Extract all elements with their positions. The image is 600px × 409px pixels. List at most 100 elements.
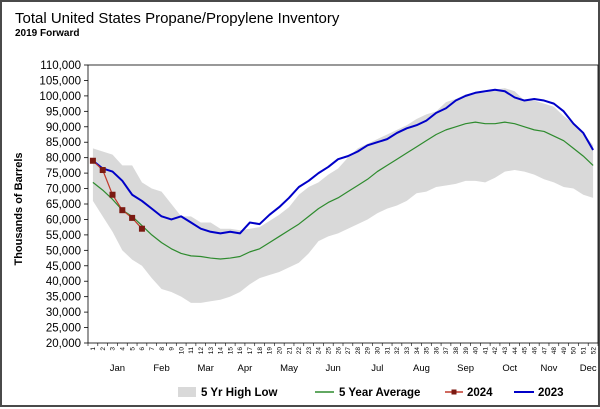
x-tick-label: 52 — [590, 347, 597, 355]
series-2024-point — [89, 157, 96, 164]
legend-label-2024: 2024 — [467, 387, 493, 399]
series-2024-point — [109, 191, 116, 198]
month-label: Dec — [580, 363, 597, 374]
y-tick-label: 55,000 — [46, 230, 81, 242]
y-tick-label: 45,000 — [46, 261, 81, 273]
x-tick-label: 16 — [237, 347, 244, 355]
x-tick-label: 33 — [404, 347, 411, 355]
y-tick-label: 20,000 — [46, 338, 81, 350]
x-tick-label: 28 — [355, 347, 362, 355]
month-label: Jun — [326, 363, 341, 374]
x-tick-label: 32 — [394, 347, 401, 355]
x-tick-label: 21 — [286, 347, 293, 355]
legend-label-avg: 5 Year Average — [339, 387, 420, 399]
x-tick-label: 15 — [227, 347, 234, 355]
x-tick-label: 43 — [502, 347, 509, 355]
x-tick-label: 44 — [512, 347, 519, 355]
x-tick-label: 35 — [424, 347, 431, 355]
x-tick-label: 2 — [100, 347, 107, 351]
month-label: Jan — [110, 363, 125, 374]
y-tick-label: 90,000 — [46, 122, 81, 134]
x-tick-label: 14 — [218, 347, 225, 355]
y-tick-label: 85,000 — [46, 137, 81, 149]
chart-title: Total United States Propane/Propylene In… — [15, 10, 340, 27]
month-label: Aug — [413, 363, 430, 374]
x-tick-label: 1 — [90, 347, 97, 351]
x-tick-label: 48 — [551, 347, 558, 355]
x-tick-label: 5 — [129, 347, 136, 351]
x-tick-label: 22 — [296, 347, 303, 355]
x-tick-label: 36 — [433, 347, 440, 355]
legend-swatch-band — [178, 387, 196, 397]
month-label: Apr — [238, 363, 253, 374]
x-tick-label: 45 — [522, 347, 529, 355]
x-tick-label: 39 — [463, 347, 470, 355]
x-tick-label: 4 — [120, 347, 127, 351]
y-tick-label: 105,000 — [39, 75, 81, 87]
y-tick-label: 50,000 — [46, 245, 81, 257]
y-tick-label: 110,000 — [40, 60, 81, 72]
x-tick-label: 38 — [453, 347, 460, 355]
x-tick-label: 19 — [267, 347, 274, 355]
y-tick-label: 95,000 — [46, 106, 81, 118]
series-2023-line — [92, 88, 594, 235]
series-2024-point — [129, 214, 136, 221]
month-label: Sep — [457, 363, 474, 374]
x-tick-label: 6 — [139, 347, 146, 351]
x-tick-label: 41 — [482, 347, 489, 355]
y-tick-label: 30,000 — [46, 307, 81, 319]
y-tick-label: 75,000 — [46, 168, 81, 180]
x-tick-label: 34 — [414, 347, 421, 355]
x-tick-label: 18 — [257, 347, 264, 355]
y-tick-label: 35,000 — [46, 292, 81, 304]
x-tick-label: 20 — [276, 347, 283, 355]
legend-marker-2024 — [451, 389, 457, 395]
x-tick-label: 3 — [110, 347, 117, 351]
legend-label-band: 5 Yr High Low — [201, 387, 278, 399]
series-5yr-high-low-band — [92, 88, 594, 303]
x-tick-label: 29 — [365, 347, 372, 355]
x-tick-label: 50 — [571, 347, 578, 355]
y-axis-label: Thousands of Barrels — [13, 152, 25, 265]
x-tick-label: 30 — [375, 347, 382, 355]
x-tick-label: 47 — [541, 347, 548, 355]
x-tick-label: 24 — [316, 347, 323, 355]
x-tick-label: 11 — [188, 347, 195, 354]
y-tick-label: 100,000 — [39, 91, 81, 103]
x-tick-label: 9 — [169, 347, 176, 351]
y-tick-label: 60,000 — [46, 214, 81, 226]
chart-subtitle: 2019 Forward — [15, 28, 79, 39]
month-label: Feb — [153, 363, 169, 374]
x-tick-label: 7 — [149, 347, 156, 351]
x-tick-label: 8 — [159, 347, 166, 351]
x-tick-label: 40 — [473, 347, 480, 355]
y-tick-label: 80,000 — [46, 153, 81, 165]
x-tick-label: 49 — [561, 347, 568, 355]
month-label: Oct — [502, 363, 517, 374]
y-tick-label: 25,000 — [46, 323, 81, 335]
x-tick-label: 25 — [325, 347, 332, 355]
x-tick-label: 27 — [345, 347, 352, 355]
x-tick-label: 23 — [306, 347, 313, 355]
y-tick-label: 65,000 — [46, 199, 81, 211]
month-label: Nov — [541, 363, 558, 374]
x-tick-label: 51 — [580, 347, 587, 355]
x-tick-label: 26 — [335, 347, 342, 355]
month-label: Jul — [371, 363, 383, 374]
month-label: Mar — [198, 363, 214, 374]
x-tick-label: 31 — [384, 347, 391, 355]
month-label: May — [280, 363, 298, 374]
y-tick-label: 40,000 — [46, 276, 81, 288]
series-2024-point — [119, 207, 126, 214]
x-tick-label: 42 — [492, 347, 499, 355]
x-tick-label: 46 — [531, 347, 538, 355]
x-tick-label: 17 — [247, 347, 254, 355]
legend-label-2023: 2023 — [538, 387, 564, 399]
x-tick-label: 13 — [208, 347, 215, 355]
series-2024-point — [138, 225, 145, 232]
x-tick-label: 10 — [178, 347, 185, 355]
series-2024-point — [99, 167, 106, 174]
series-5yr-average-line — [92, 121, 594, 260]
x-tick-label: 12 — [198, 347, 205, 355]
